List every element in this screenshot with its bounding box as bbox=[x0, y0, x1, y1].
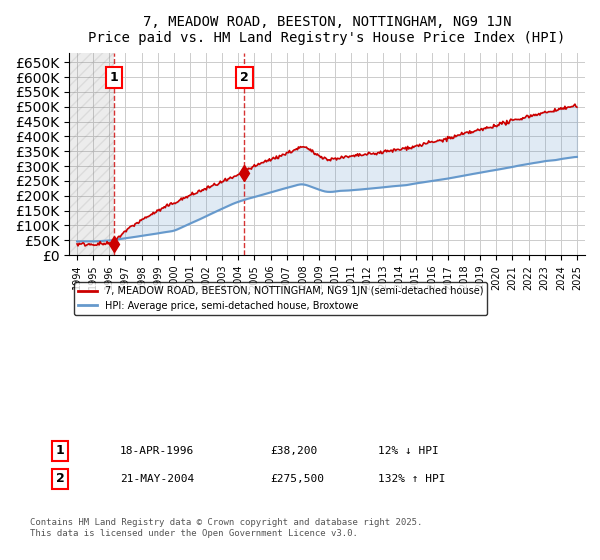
Text: 132% ↑ HPI: 132% ↑ HPI bbox=[378, 474, 445, 484]
Title: 7, MEADOW ROAD, BEESTON, NOTTINGHAM, NG9 1JN
Price paid vs. HM Land Registry's H: 7, MEADOW ROAD, BEESTON, NOTTINGHAM, NG9… bbox=[88, 15, 566, 45]
Text: 2: 2 bbox=[56, 472, 64, 486]
Legend: 7, MEADOW ROAD, BEESTON, NOTTINGHAM, NG9 1JN (semi-detached house), HPI: Average: 7, MEADOW ROAD, BEESTON, NOTTINGHAM, NG9… bbox=[74, 282, 487, 315]
Text: £38,200: £38,200 bbox=[270, 446, 317, 456]
Text: 2: 2 bbox=[240, 71, 249, 84]
Text: Contains HM Land Registry data © Crown copyright and database right 2025.
This d: Contains HM Land Registry data © Crown c… bbox=[30, 518, 422, 538]
Text: 18-APR-1996: 18-APR-1996 bbox=[120, 446, 194, 456]
Text: 12% ↓ HPI: 12% ↓ HPI bbox=[378, 446, 439, 456]
Text: £275,500: £275,500 bbox=[270, 474, 324, 484]
Text: 1: 1 bbox=[56, 444, 64, 458]
Text: 21-MAY-2004: 21-MAY-2004 bbox=[120, 474, 194, 484]
Text: 1: 1 bbox=[110, 71, 118, 84]
Bar bbox=[69, 53, 114, 255]
